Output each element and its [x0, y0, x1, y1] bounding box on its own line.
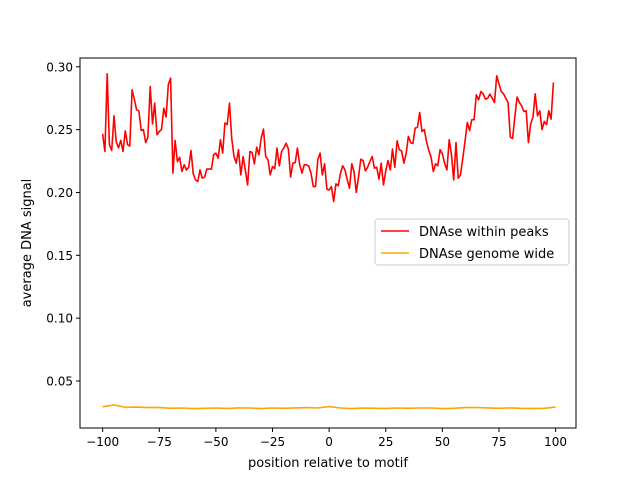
x-tick-label: 50 [435, 435, 450, 449]
y-tick-label: 0.10 [46, 312, 73, 326]
x-tick-label: −75 [147, 435, 172, 449]
y-tick-label: 0.20 [46, 186, 73, 200]
y-tick-label: 0.30 [46, 60, 73, 74]
y-tick-label: 0.05 [46, 374, 73, 388]
y-tick-label: 0.15 [46, 249, 73, 263]
y-tick-label: 0.25 [46, 123, 73, 137]
x-tick-label: −25 [260, 435, 285, 449]
y-axis: 0.05 0.10 0.15 0.20 0.25 0.30 [46, 60, 80, 388]
series-layer [101, 73, 556, 410]
x-tick-label: −50 [203, 435, 228, 449]
x-axis-label: position relative to motif [248, 456, 408, 471]
y-axis-label: average DNA signal [20, 179, 35, 308]
series-line-dnase-genome-wide [102, 404, 556, 410]
x-axis: −100 −75 −50 −25 0 25 50 75 100 [86, 428, 567, 449]
x-tick-label: 25 [378, 435, 393, 449]
x-tick-label: 75 [491, 435, 506, 449]
x-tick-label: 100 [544, 435, 567, 449]
axes-frame [79, 57, 577, 429]
legend-label-peaks: DNAse within peaks [419, 225, 549, 240]
legend-label-genome: DNAse genome wide [419, 247, 554, 262]
x-tick-label: −100 [86, 435, 119, 449]
legend-box [374, 218, 570, 266]
legend: DNAse within peaks DNAse genome wide [374, 218, 570, 266]
series-line-dnase-within-peaks [101, 73, 555, 203]
x-tick-label: 0 [325, 435, 333, 449]
